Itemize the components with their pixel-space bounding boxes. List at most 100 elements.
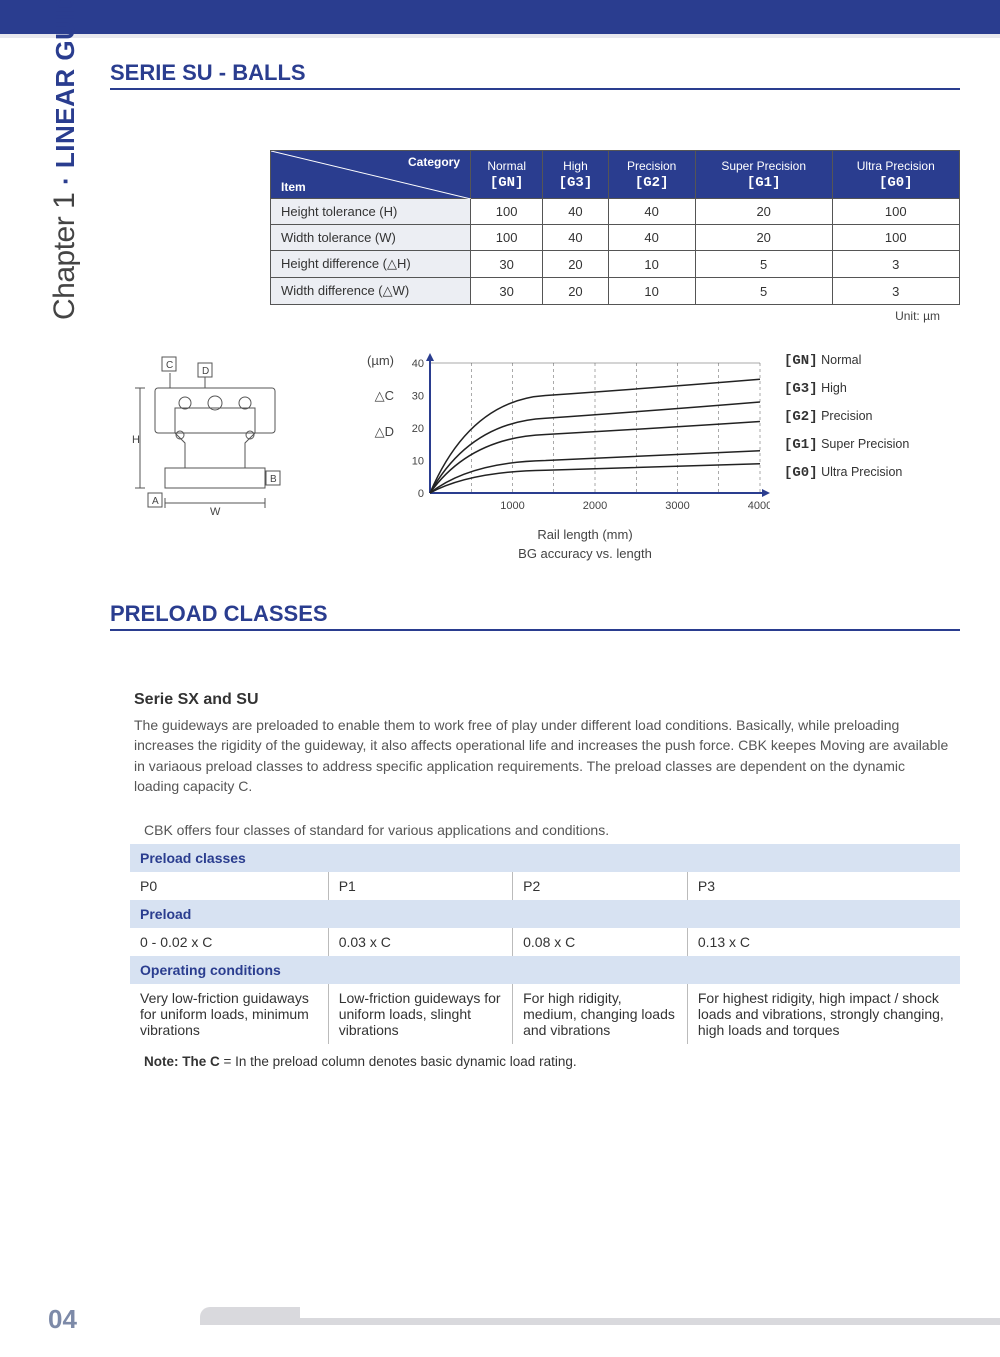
corner-item: Item (281, 180, 306, 194)
cell: 20 (695, 199, 832, 225)
legend-code: [G0] (784, 465, 818, 481)
table-row: Height difference (△H) 30 20 10 5 3 (271, 251, 960, 278)
chart-caption: BG accuracy vs. length (400, 546, 770, 561)
page-number: 04 (48, 1304, 77, 1335)
grade-header: High [G3] (543, 151, 608, 199)
svg-text:1000: 1000 (500, 500, 524, 512)
cell: 0 - 0.02 x C (130, 928, 328, 956)
legend-label: Precision (821, 409, 872, 423)
cell: For high ridigity, medium, changing load… (513, 984, 688, 1044)
y-delta-c: △C (340, 388, 394, 404)
dim-h: H (132, 434, 140, 446)
cell: 100 (832, 199, 959, 225)
grade-code: [G1] (702, 175, 826, 191)
y-delta-d: △D (340, 424, 394, 440)
corner-category: Category (408, 155, 460, 169)
cross-section-diagram: H W A B C D (110, 353, 320, 523)
svg-text:3000: 3000 (665, 500, 689, 512)
svg-text:20: 20 (412, 423, 424, 435)
svg-text:30: 30 (412, 391, 424, 403)
legend-code: [G3] (784, 381, 818, 397)
accuracy-chart: (µm) △C △D 4030201001000200030004000 Rai… (340, 353, 960, 561)
y-unit: (µm) (340, 353, 394, 368)
cell: 0.08 x C (513, 928, 688, 956)
grade-label: Ultra Precision (857, 159, 935, 173)
table-corner: Category Item (271, 151, 471, 199)
grade-code: [GN] (477, 175, 536, 191)
svg-text:2000: 2000 (583, 500, 607, 512)
cell: 100 (832, 225, 959, 251)
preload-note: Note: The C = In the preload column deno… (144, 1054, 960, 1069)
row-label: Width tolerance (W) (271, 225, 471, 251)
table-row: Width difference (△W) 30 20 10 5 3 (271, 278, 960, 305)
grade-header: Ultra Precision [G0] (832, 151, 959, 199)
note-lead: Note: The C (144, 1054, 220, 1069)
grade-header: Super Precision [G1] (695, 151, 832, 199)
footer-decoration (250, 1318, 1000, 1325)
cell: 100 (471, 225, 543, 251)
svg-text:C: C (166, 360, 173, 371)
cell: P1 (328, 872, 512, 900)
row-label: Height tolerance (H) (271, 199, 471, 225)
cell: 3 (832, 251, 959, 278)
cell: 20 (543, 251, 608, 278)
grade-header: Normal[GN] (471, 151, 543, 199)
unit-label: Unit: µm (110, 309, 940, 323)
cell: 100 (471, 199, 543, 225)
row-label: Height difference (△H) (271, 251, 471, 278)
legend-label: Ultra Precision (821, 465, 902, 479)
grade-header: Precision[G2] (608, 151, 695, 199)
grade-label: High (563, 159, 588, 173)
grade-code: [G3] (549, 175, 601, 191)
cell: P3 (687, 872, 960, 900)
cell: 5 (695, 251, 832, 278)
cell: Low-friction guideways for uniform loads… (328, 984, 512, 1044)
cell: 20 (695, 225, 832, 251)
grade-code: [G2] (615, 175, 689, 191)
cell: 40 (608, 225, 695, 251)
cell: For highest ridigity, high impact / shoc… (687, 984, 960, 1044)
cell: 10 (608, 278, 695, 305)
table-row: Width tolerance (W) 100 40 40 20 100 (271, 225, 960, 251)
cell: P0 (130, 872, 328, 900)
row-label: Width difference (△W) (271, 278, 471, 305)
svg-text:D: D (202, 366, 209, 377)
cell: Very low-friction guidaways for uniform … (130, 984, 328, 1044)
preload-header: Operating conditions (130, 956, 960, 984)
cell: 0.03 x C (328, 928, 512, 956)
cell: 0.13 x C (687, 928, 960, 956)
svg-text:B: B (270, 474, 277, 485)
legend-code: [GN] (784, 353, 818, 369)
preload-table: Preload classes P0 P1 P2 P3 Preload 0 - … (130, 844, 960, 1044)
legend-code: [G1] (784, 437, 818, 453)
legend-label: Super Precision (821, 437, 909, 451)
section-title-serie-su: SERIE SU - BALLS (110, 60, 960, 90)
svg-text:10: 10 (412, 456, 424, 468)
preload-header: Preload classes (130, 844, 960, 872)
legend-label: Normal (821, 353, 861, 367)
table-row: Height tolerance (H) 100 40 40 20 100 (271, 199, 960, 225)
cell: 3 (832, 278, 959, 305)
cell: 40 (543, 225, 608, 251)
dim-w: W (210, 506, 221, 518)
legend-label: High (821, 381, 847, 395)
subsection-title: Serie SX and SU (134, 691, 960, 709)
svg-text:4000: 4000 (748, 500, 770, 512)
grade-label: Super Precision (721, 159, 806, 173)
cell: 10 (608, 251, 695, 278)
top-bar (0, 0, 1000, 38)
section-title-preload: PRELOAD CLASSES (110, 601, 960, 631)
legend-code: [G2] (784, 409, 818, 425)
grade-code: [G0] (839, 175, 953, 191)
preload-paragraph: The guideways are preloaded to enable th… (134, 715, 950, 796)
preload-intro: CBK offers four classes of standard for … (144, 822, 960, 838)
note-rest: = In the preload column denotes basic dy… (220, 1054, 577, 1069)
cell: 5 (695, 278, 832, 305)
tolerance-table: Category Item Normal[GN] High [G3] Precis… (270, 150, 960, 305)
cell: 40 (608, 199, 695, 225)
cell: 30 (471, 251, 543, 278)
chart-legend: [GN] Normal [G3] High [G2] Precision [G1… (784, 353, 909, 561)
svg-text:40: 40 (412, 358, 424, 370)
cell: 30 (471, 278, 543, 305)
cell: 40 (543, 199, 608, 225)
